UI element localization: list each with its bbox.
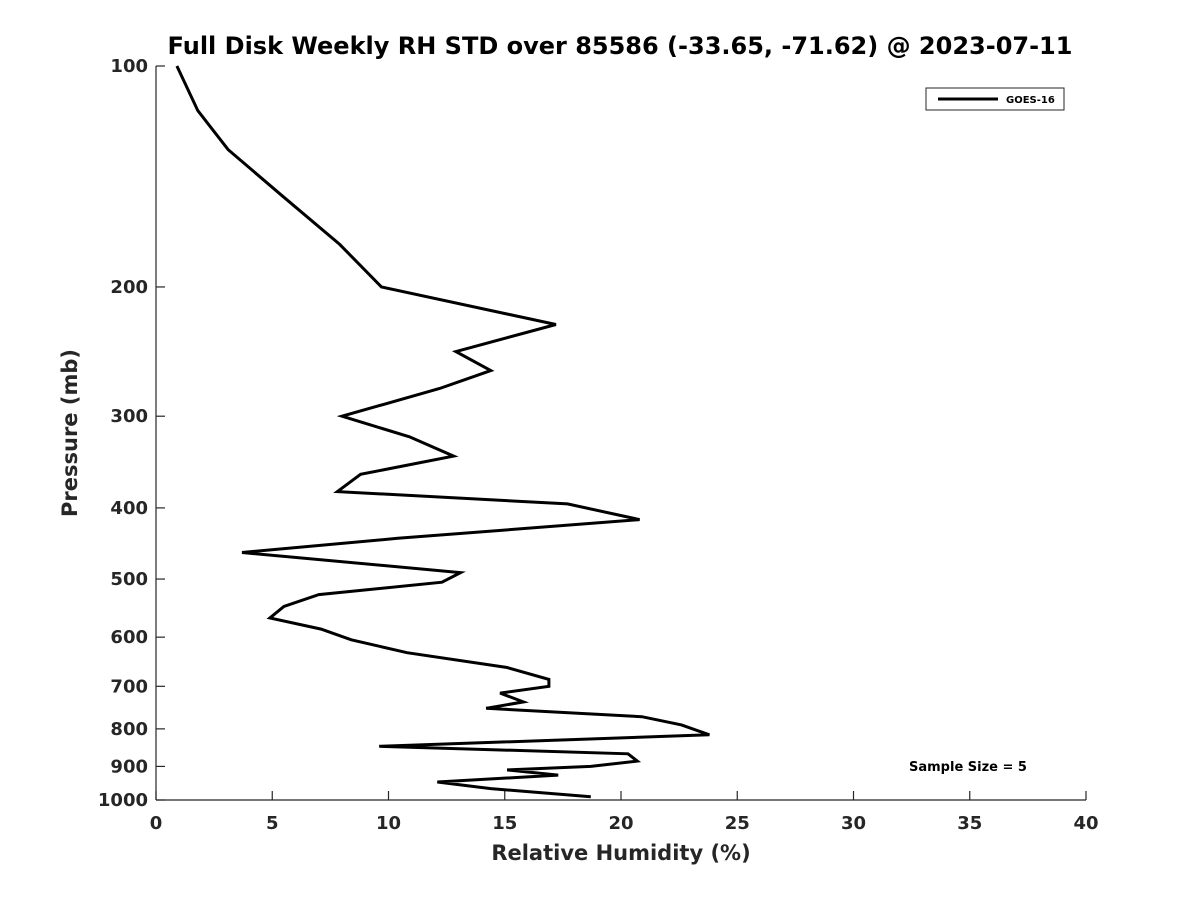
series-layer — [175, 65, 710, 799]
y-tick-label: 300 — [110, 406, 148, 427]
x-tick-label: 0 — [150, 813, 163, 834]
y-axis-label: Pressure (mb) — [58, 349, 82, 517]
y-tick-label: 600 — [110, 627, 148, 648]
x-tick-label: 10 — [376, 813, 401, 834]
y-tick-label: 1000 — [98, 790, 148, 811]
legend: GOES-16 — [925, 87, 1065, 111]
x-tick-label: 35 — [957, 813, 982, 834]
x-axis-ticks: 0 5 10 15 20 25 30 35 40 — [150, 791, 1099, 834]
y-tick-label: 700 — [110, 676, 148, 697]
x-tick-label: 5 — [266, 813, 279, 834]
legend-entry-goes-16: GOES-16 — [1006, 95, 1055, 106]
x-axis-label: Relative Humidity (%) — [491, 841, 750, 865]
x-tick-label: 15 — [492, 813, 517, 834]
y-tick-label: 500 — [110, 569, 148, 590]
y-tick-label: 200 — [110, 277, 148, 298]
x-tick-label: 40 — [1073, 813, 1098, 834]
x-tick-label: 30 — [841, 813, 866, 834]
y-tick-label: 100 — [110, 56, 148, 77]
x-tick-label: 20 — [608, 813, 633, 834]
y-tick-label: 900 — [110, 756, 148, 777]
chart-title: Full Disk Weekly RH STD over 85586 (-33.… — [168, 32, 1073, 60]
sample-size-annotation: Sample Size = 5 — [909, 760, 1027, 775]
series-line-goes-16 — [175, 65, 710, 799]
y-axis-ticks: 100 200 300 400 500 600 700 800 900 1000 — [98, 56, 165, 811]
y-tick-label: 400 — [110, 498, 148, 519]
x-tick-label: 25 — [725, 813, 750, 834]
y-tick-label: 800 — [110, 719, 148, 740]
